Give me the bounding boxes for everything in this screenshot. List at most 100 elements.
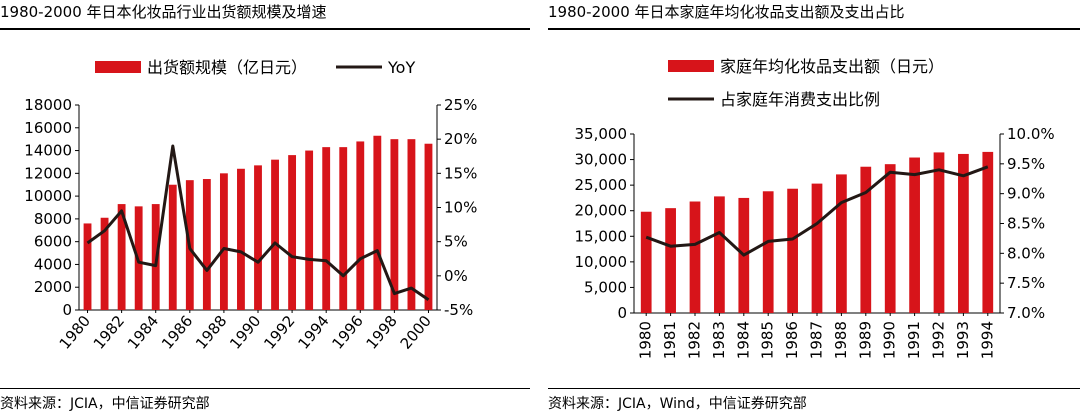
x-tick-label: 1990 <box>881 321 899 359</box>
left-y-tick-label: 8000 <box>34 210 72 228</box>
left-y-tick-label: 15,000 <box>575 227 628 245</box>
left-y-tick-label: 6000 <box>34 233 72 251</box>
right-y-tick-label: 15% <box>444 164 477 182</box>
series-line <box>645 165 989 257</box>
x-tick-label: 1982 <box>90 312 128 353</box>
bar <box>836 174 847 313</box>
left-title-rule <box>0 28 530 30</box>
right-title-rule <box>548 28 1080 30</box>
legend-bar-swatch <box>668 60 714 72</box>
x-tick-label: 1984 <box>124 312 162 353</box>
right-y-tick-label: 25% <box>444 96 477 114</box>
x-tick-label: 1980 <box>56 312 94 353</box>
bar <box>237 168 245 310</box>
left-y-tick-label: 5,000 <box>584 278 627 296</box>
left-y-tick-label: 10,000 <box>575 253 628 271</box>
legend-label: 占家庭年消费支出比例 <box>720 90 880 109</box>
x-tick-label: 1985 <box>759 321 777 359</box>
bar <box>689 201 701 313</box>
bar <box>288 155 297 310</box>
right-y-tick-label: -5% <box>444 301 473 319</box>
x-tick-label: 1987 <box>808 321 826 359</box>
right-y-tick-label: 10% <box>444 199 477 217</box>
bar <box>884 164 896 313</box>
legend-label: 出货额规模（亿日元） <box>147 58 307 77</box>
bar <box>271 159 279 310</box>
right-chart-title: 1980-2000 年日本家庭年均化妆品支出额及支出占比 <box>548 3 905 21</box>
x-tick-label: 1990 <box>226 312 264 353</box>
legend-bar-swatch <box>95 61 141 73</box>
bar <box>83 223 92 310</box>
bar <box>958 153 969 313</box>
left-chart: 0 2000 4000 6000 8000 10000 12000 14000 16000 180… <box>24 58 477 353</box>
right-y-tick-label: 0% <box>444 267 468 285</box>
right-y-tick-label: 10.0% <box>1007 125 1055 143</box>
bar <box>390 139 399 310</box>
bar <box>219 173 228 310</box>
x-tick-label: 1986 <box>158 312 196 353</box>
left-source-rule <box>0 388 530 389</box>
left-source-note: 资料来源：JCIA，中信证券研究部 <box>0 396 210 412</box>
left-y-tick-label: 10000 <box>24 187 72 205</box>
right-chart: 0 5,000 10,000 15,000 20,000 25,000 30,000 35,0… <box>575 57 1055 359</box>
bar <box>202 179 211 310</box>
bar <box>117 204 126 310</box>
bar <box>811 183 823 313</box>
right-y-tick-label: 7.5% <box>1007 274 1045 292</box>
bar <box>168 184 177 310</box>
bar <box>714 196 725 313</box>
right-y-tick-label: 9.5% <box>1007 155 1045 173</box>
left-y-tick-label: 2000 <box>34 278 72 296</box>
bar <box>909 157 920 313</box>
x-tick-label: 1992 <box>930 321 948 359</box>
x-tick-label: 1998 <box>363 312 401 353</box>
x-tick-label: 1991 <box>905 321 923 359</box>
left-y-tick-label: 16000 <box>24 119 72 137</box>
x-tick-label: 1993 <box>954 321 972 359</box>
left-chart-title: 1980-2000 年日本化妆品行业出货额规模及增速 <box>0 3 327 21</box>
x-tick-label: 1983 <box>710 321 728 359</box>
x-tick-label: 1984 <box>734 321 752 359</box>
x-tick-label: 1992 <box>260 312 298 353</box>
x-tick-label: 1988 <box>192 312 230 353</box>
bar <box>665 208 676 313</box>
left-y-tick-label: 18000 <box>24 96 72 114</box>
bar <box>373 135 382 310</box>
left-y-tick-label: 0 <box>617 304 627 322</box>
bar <box>305 150 314 310</box>
x-tick-label: 1981 <box>661 321 679 359</box>
left-y-tick-label: 4000 <box>34 255 72 273</box>
bar <box>407 139 416 310</box>
left-y-tick-label: 14000 <box>24 142 72 160</box>
right-source-note: 资料来源：JCIA，Wind，中信证券研究部 <box>548 396 807 412</box>
bar <box>356 141 365 310</box>
right-source-rule <box>548 388 1080 389</box>
left-y-tick-label: 0 <box>62 301 72 319</box>
bar <box>933 152 945 313</box>
right-y-tick-label: 9.0% <box>1007 185 1045 203</box>
left-chart-panel: 1980-2000 年日本化妆品行业出货额规模及增速 0 2000 4000 6000… <box>0 0 530 419</box>
bar <box>762 191 774 313</box>
x-tick-label: 1994 <box>978 321 996 359</box>
bar <box>254 165 262 310</box>
x-tick-label: 1980 <box>637 321 655 359</box>
right-y-tick-label: 8.5% <box>1007 215 1045 233</box>
x-tick-label: 1994 <box>294 312 332 353</box>
right-y-tick-label: 20% <box>444 130 477 148</box>
left-y-tick-label: 35,000 <box>575 125 628 143</box>
x-tick-label: 1988 <box>832 321 850 359</box>
left-y-tick-label: 25,000 <box>575 176 628 194</box>
bar <box>787 188 798 313</box>
x-tick-label: 2000 <box>397 312 435 353</box>
legend-label: YoY <box>387 58 415 77</box>
right-y-tick-label: 5% <box>444 233 468 251</box>
bar <box>100 217 109 310</box>
left-y-tick-label: 30,000 <box>575 151 628 169</box>
bar <box>640 211 652 313</box>
series-line <box>86 144 430 302</box>
right-y-tick-label: 8.0% <box>1007 244 1045 262</box>
left-y-tick-label: 12000 <box>24 164 72 182</box>
bar <box>322 147 331 310</box>
bar <box>339 147 348 310</box>
left-y-tick-label: 20,000 <box>575 202 628 220</box>
